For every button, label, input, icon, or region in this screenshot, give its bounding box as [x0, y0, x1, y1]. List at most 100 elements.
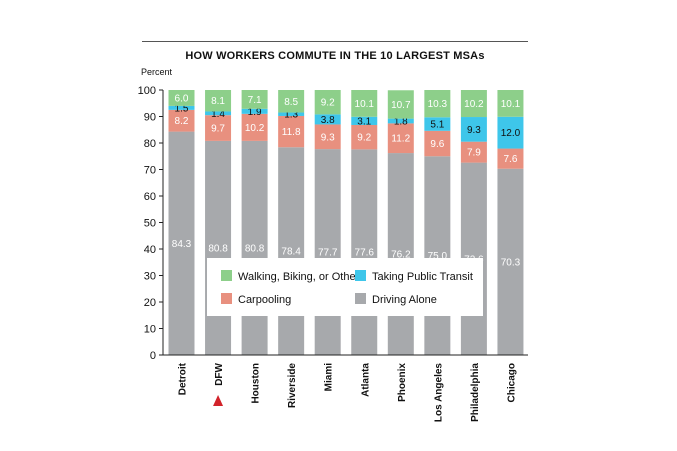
- legend-label: Walking, Biking, or Other: [238, 271, 360, 283]
- data-label: 3.8: [321, 115, 335, 126]
- data-label: 77.7: [318, 248, 338, 259]
- bar-segment-carpooling: [460, 141, 487, 163]
- legend-label: Carpooling: [238, 294, 291, 306]
- bar-segment-taking-public-transit: [351, 116, 378, 125]
- highlight-marker: [213, 395, 224, 406]
- data-label: 9.3: [467, 125, 481, 136]
- bar-segment-taking-public-transit: [314, 114, 341, 125]
- bar-segment-carpooling: [241, 113, 268, 141]
- y-tick-label: 10: [144, 324, 156, 336]
- bar-segment-walking-biking-or-other: [460, 90, 487, 118]
- bar-segment-walking-biking-or-other: [424, 90, 451, 118]
- data-label: 5.1: [430, 120, 444, 131]
- legend-swatch: [221, 293, 232, 304]
- data-label: 1.5: [175, 103, 189, 114]
- data-label: 75.0: [428, 251, 448, 262]
- bar-segment-carpooling: [387, 123, 414, 154]
- data-label: 9.3: [321, 132, 335, 143]
- bar-segment-driving-alone: [205, 140, 232, 355]
- data-label: 8.5: [284, 97, 298, 108]
- y-tick-label: 50: [144, 218, 156, 230]
- data-label: 1.9: [248, 107, 262, 118]
- y-tick-label: 0: [150, 350, 156, 362]
- bar-segment-walking-biking-or-other: [387, 90, 414, 119]
- y-tick-label: 70: [144, 165, 156, 177]
- bar-segment-carpooling: [278, 115, 305, 148]
- data-label: 11.8: [282, 127, 301, 138]
- data-label: 10.1: [355, 99, 375, 110]
- data-label: 8.2: [175, 116, 189, 127]
- y-tick-label: 80: [144, 138, 156, 150]
- data-label: 10.7: [391, 100, 411, 111]
- data-label: 10.3: [428, 99, 448, 110]
- data-label: 84.3: [172, 239, 192, 250]
- data-label: 10.1: [501, 99, 521, 110]
- y-tick-label: 90: [144, 112, 156, 124]
- data-label: 12.0: [501, 128, 521, 139]
- y-tick-label: 20: [144, 297, 156, 309]
- x-tick-label: Chicago: [506, 363, 517, 402]
- data-label: 7.1: [248, 95, 262, 106]
- bar-segment-driving-alone: [497, 168, 524, 355]
- bar-segment-driving-alone: [424, 156, 451, 355]
- y-tick-label: 40: [144, 244, 156, 256]
- bar-segment-carpooling: [351, 124, 378, 150]
- bar-segment-carpooling: [497, 148, 524, 169]
- x-tick-label: Los Angeles: [433, 363, 444, 423]
- bar-segment-taking-public-transit: [460, 117, 487, 142]
- data-label: 77.6: [355, 248, 375, 259]
- bar-segment-carpooling: [424, 130, 451, 157]
- data-label: 1.3: [284, 110, 298, 121]
- bar-segment-taking-public-transit: [241, 108, 268, 114]
- bar-segment-carpooling: [168, 109, 195, 132]
- bar-segment-walking-biking-or-other: [205, 90, 232, 112]
- x-tick-label: Phoenix: [397, 363, 408, 402]
- data-label: 80.8: [208, 243, 228, 254]
- top-rule: [142, 41, 528, 42]
- legend-box: [207, 258, 483, 316]
- chart-title: HOW WORKERS COMMUTE IN THE 10 LARGEST MS…: [185, 50, 485, 62]
- legend-swatch: [355, 293, 366, 304]
- y-tick-label: 100: [138, 85, 156, 97]
- data-label: 9.6: [430, 139, 444, 150]
- bar-segment-walking-biking-or-other: [314, 90, 341, 115]
- data-label: 8.1: [211, 96, 225, 107]
- data-label: 76.2: [391, 250, 411, 261]
- x-tick-label: Houston: [251, 363, 262, 404]
- x-tick-label: Miami: [324, 363, 335, 392]
- bar-segment-driving-alone: [314, 149, 341, 355]
- data-label: 3.1: [357, 116, 371, 127]
- data-label: 7.6: [503, 154, 517, 165]
- bar-segment-driving-alone: [351, 149, 378, 355]
- data-label: 1.4: [211, 109, 225, 120]
- bar-segment-taking-public-transit: [168, 105, 195, 110]
- legend-label: Driving Alone: [372, 294, 437, 306]
- data-label: 9.7: [211, 124, 225, 135]
- bar-segment-driving-alone: [278, 147, 305, 355]
- bar-segment-driving-alone: [168, 131, 195, 355]
- data-label: 10.2: [464, 99, 484, 110]
- data-label: 9.2: [321, 98, 335, 109]
- bar-segment-carpooling: [314, 124, 341, 150]
- data-label: 9.2: [357, 133, 371, 144]
- bar-segment-walking-biking-or-other: [351, 90, 378, 117]
- data-label: 10.2: [245, 123, 265, 134]
- data-label: 7.9: [467, 148, 481, 159]
- legend-swatch: [355, 270, 366, 281]
- data-label: 1.8: [394, 117, 408, 128]
- y-tick-label: 60: [144, 191, 156, 203]
- data-label: 6.0: [175, 93, 189, 104]
- bar-segment-driving-alone: [387, 153, 414, 355]
- bar-segment-walking-biking-or-other: [497, 90, 524, 117]
- x-tick-label: DFW: [214, 362, 225, 385]
- bar-segment-taking-public-transit: [424, 117, 451, 131]
- x-tick-label: Philadelphia: [470, 363, 481, 422]
- legend-swatch: [221, 270, 232, 281]
- bar-segment-taking-public-transit: [205, 111, 232, 116]
- bar-segment-driving-alone: [241, 140, 268, 355]
- bar-segment-taking-public-transit: [497, 116, 524, 149]
- data-label: 78.4: [281, 247, 301, 258]
- bar-segment-walking-biking-or-other: [241, 90, 268, 109]
